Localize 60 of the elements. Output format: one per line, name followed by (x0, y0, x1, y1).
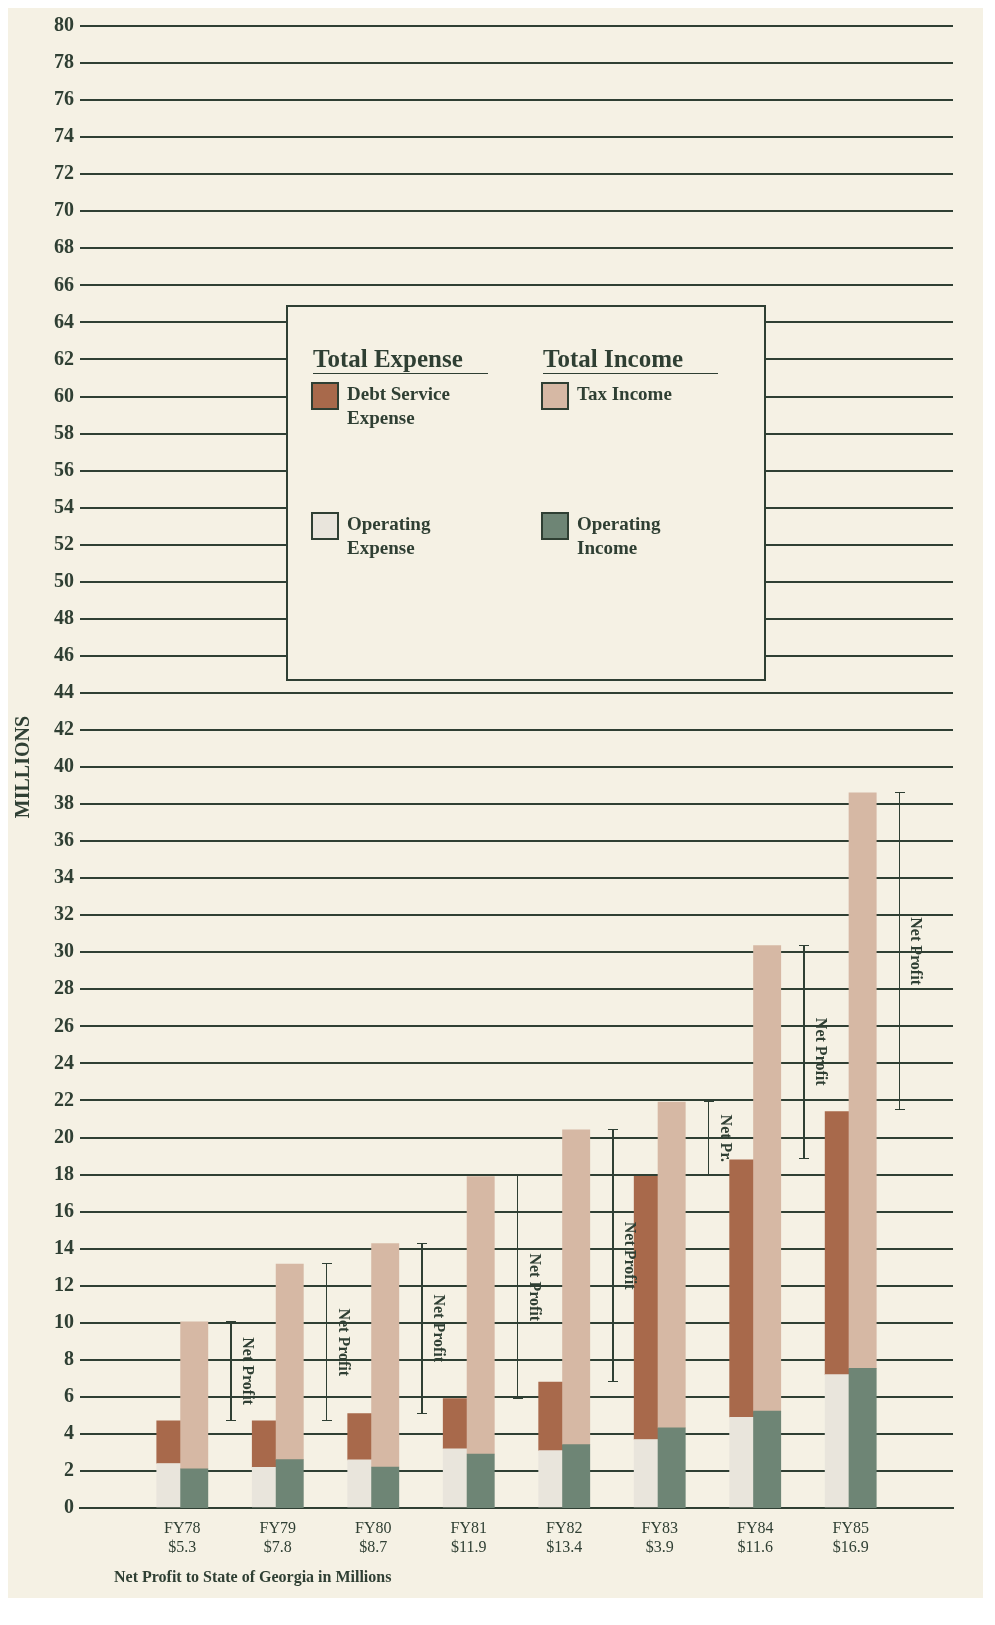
annotation: Net Profit (622, 1221, 640, 1291)
legend-label: Operating Income (577, 512, 662, 560)
legend-title: Total Income (543, 345, 718, 374)
y-tick-label: 14 (54, 1235, 74, 1258)
x-tick-label: FY82 $13.4 (546, 1518, 583, 1555)
y-tick-label: 44 (54, 680, 74, 703)
y-tick-label: 28 (54, 976, 74, 999)
y-tick-label: 74 (54, 124, 74, 147)
y-tick-label: 10 (54, 1309, 74, 1332)
y-tick-label: 46 (54, 643, 74, 666)
y-tick-label: 18 (54, 1161, 74, 1184)
legend-label: Operating Expense (347, 512, 432, 560)
y-tick-label: 62 (54, 346, 74, 369)
y-tick-label: 4 (64, 1421, 74, 1444)
y-tick-label: 40 (54, 754, 74, 777)
y-tick-label: 72 (54, 161, 74, 184)
annotation: Net Pr. (717, 1114, 735, 1162)
y-tick-label: 0 (64, 1495, 74, 1518)
y-tick-label: 38 (54, 791, 74, 814)
y-tick-label: 2 (64, 1458, 74, 1481)
y-tick-label: 16 (54, 1198, 74, 1221)
y-tick-label: 64 (54, 309, 74, 332)
text: Net Profit to State of Georgia in Millions (113, 1568, 393, 1588)
legend-label: Debt Service Expense (347, 382, 451, 430)
y-tick-label: 70 (54, 198, 74, 221)
x-tick-label: FY80 $8.7 (355, 1518, 392, 1555)
y-tick-label: 30 (54, 939, 74, 962)
y-tick-label: 48 (54, 605, 74, 628)
legend-title: Total Expense (313, 345, 488, 374)
y-tick-label: 26 (54, 1013, 74, 1036)
x-tick-label: FY84 $11.6 (736, 1518, 774, 1555)
legend-label: Tax Income (577, 382, 673, 406)
y-axis-title: MILLIONS (11, 715, 34, 819)
y-tick-label: 52 (54, 531, 74, 554)
x-tick-label: FY78 $5.3 (164, 1518, 201, 1555)
y-tick-label: 66 (54, 272, 74, 295)
y-tick-label: 12 (54, 1272, 74, 1295)
annotation: Net Profit (526, 1253, 544, 1322)
y-tick-label: 42 (54, 717, 74, 740)
y-tick-label: 60 (54, 383, 74, 406)
x-tick-label: FY79 $7.8 (259, 1518, 297, 1555)
x-tick-label: FY83 $3.9 (641, 1518, 678, 1555)
y-tick-label: 34 (54, 865, 74, 888)
x-tick-label: FY85 $16.9 (832, 1518, 869, 1555)
y-tick-label: 54 (54, 494, 74, 517)
y-tick-label: 22 (54, 1087, 74, 1110)
y-tick-label: 68 (54, 235, 74, 258)
y-tick-label: 78 (54, 50, 74, 73)
y-tick-label: 76 (54, 87, 74, 110)
y-tick-label: 20 (54, 1124, 74, 1147)
y-tick-label: 56 (54, 457, 74, 480)
y-tick-label: 36 (54, 828, 74, 851)
y-tick-label: 8 (64, 1346, 74, 1369)
y-tick-label: 50 (54, 568, 74, 591)
y-tick-label: 24 (54, 1050, 74, 1073)
y-tick-label: 58 (54, 420, 74, 443)
x-tick-label: FY81 $11.9 (450, 1518, 487, 1555)
y-tick-label: 32 (54, 902, 74, 925)
y-tick-label: 80 (54, 13, 74, 36)
y-tick-label: 6 (64, 1384, 74, 1407)
